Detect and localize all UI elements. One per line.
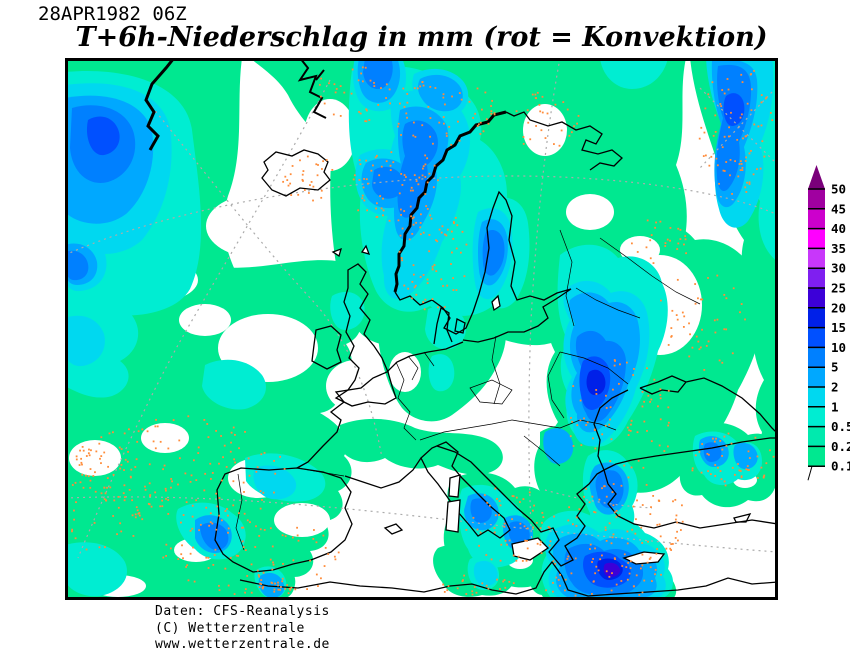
attribution: Daten: CFS-Reanalysis (C) Wetterzentrale… xyxy=(155,604,330,654)
legend-label: 15 xyxy=(831,320,846,335)
svalbard-coast xyxy=(297,61,327,119)
legend-label: 45 xyxy=(831,201,846,216)
greenland-coast xyxy=(144,61,174,151)
legend-segment xyxy=(808,327,825,348)
legend-segment xyxy=(808,248,825,269)
data-source: Daten: CFS-Reanalysis xyxy=(155,604,330,619)
corsica xyxy=(448,474,461,498)
legend-label: 50 xyxy=(831,182,846,197)
cyprus xyxy=(733,513,752,523)
graticule-layer xyxy=(68,61,775,559)
map-title: T+6h-Niederschlag in mm (rot = Konvektio… xyxy=(75,22,768,53)
legend-label: 1 xyxy=(831,399,839,414)
legend-label: 5 xyxy=(831,360,839,375)
shetland xyxy=(360,244,371,255)
africa-coast xyxy=(239,560,775,597)
precipitation-legend: 50 45 40 35 30 25 20 15 10 5 2 1 0.5 0.2 0.1 xyxy=(807,165,850,481)
sardinia xyxy=(445,499,461,533)
copyright: (C) Wetterzentrale xyxy=(155,620,305,636)
legend-label: 0.1 xyxy=(831,459,850,474)
britain-coast xyxy=(334,263,397,407)
kola-whitesea-coast xyxy=(505,111,623,171)
norway-coast xyxy=(393,110,507,293)
map-frame xyxy=(65,58,778,600)
run-datetime: 28APR1982 06Z xyxy=(38,3,187,25)
legend-label: 40 xyxy=(831,221,846,236)
legend-segment xyxy=(808,268,825,289)
website: www.wetterzentrale.de xyxy=(155,637,330,652)
italy-coast xyxy=(420,441,511,539)
legend-segment xyxy=(808,208,825,230)
iceland-coast xyxy=(261,149,331,197)
coastlines-layer xyxy=(144,61,775,597)
turkey-south-coast xyxy=(603,469,775,529)
legend-label: 35 xyxy=(831,241,846,256)
legend-segment xyxy=(808,426,825,447)
turkey-north-coast xyxy=(603,437,775,471)
legend-label: 0.5 xyxy=(831,419,850,434)
legend-label: 2 xyxy=(831,380,839,395)
legend-label: 30 xyxy=(831,261,846,276)
legend-segment xyxy=(808,406,825,428)
legend-segment xyxy=(808,446,825,467)
precipitation-map xyxy=(68,61,775,597)
legend-label: 0.2 xyxy=(831,439,850,454)
balearics xyxy=(383,523,404,535)
sicily xyxy=(511,537,550,561)
crete xyxy=(622,551,666,565)
blacksea-coast xyxy=(593,375,775,471)
legend-segment xyxy=(808,228,825,249)
balkan-coast xyxy=(436,445,605,567)
legend-segment xyxy=(808,387,825,408)
denmark-coast xyxy=(433,306,466,345)
convection-speckles-layer xyxy=(71,66,775,597)
precipitation-layer xyxy=(68,61,775,597)
legend-segment xyxy=(808,347,825,368)
legend-segment xyxy=(808,288,825,309)
france-med-coast xyxy=(344,457,422,489)
ireland-coast xyxy=(311,325,342,370)
faroe xyxy=(331,247,342,258)
legend-segment xyxy=(808,189,825,210)
legend-label: 25 xyxy=(831,281,846,296)
legend-arrow xyxy=(808,165,825,189)
legend-segment xyxy=(808,367,825,388)
legend-label: 10 xyxy=(831,340,846,355)
legend-segment xyxy=(808,307,825,329)
legend-label: 20 xyxy=(831,300,846,315)
gotland xyxy=(491,294,501,312)
